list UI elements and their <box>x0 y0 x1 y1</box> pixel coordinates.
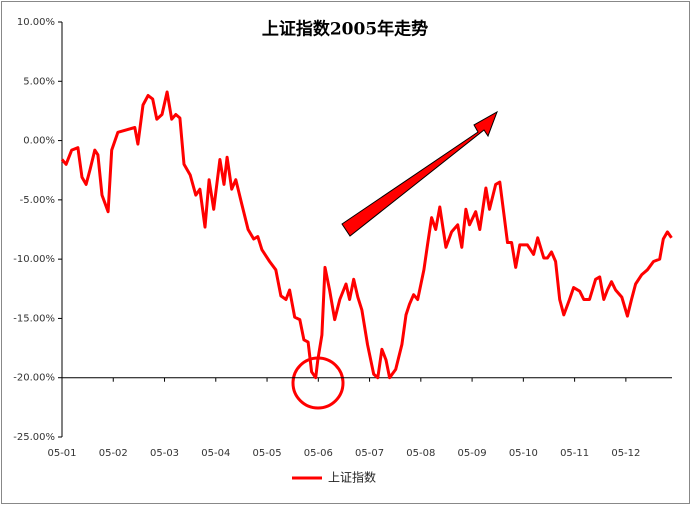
y-tick-label: -25.00% <box>13 432 55 443</box>
x-tick-label: 05-08 <box>406 448 435 459</box>
x-tick-label: 05-09 <box>458 448 487 459</box>
data-line <box>60 90 673 380</box>
y-tick-label: 5.00% <box>23 76 55 87</box>
x-tick-label: 05-10 <box>509 448 538 459</box>
chart-title: 上证指数2005年走势 <box>262 19 428 40</box>
y-tick-label: -20.00% <box>13 373 55 384</box>
x-tick-label: 05-02 <box>99 448 128 459</box>
y-tick-label: 10.00% <box>17 17 55 28</box>
y-tick-label: 0.00% <box>23 136 55 147</box>
x-tick-label: 05-05 <box>253 448 282 459</box>
trend-arrow <box>341 110 498 237</box>
x-tick-label: 05-07 <box>355 448 384 459</box>
x-tick-label: 05-01 <box>47 448 76 459</box>
y-tick-label: -5.00% <box>20 195 55 206</box>
y-tick-label: -10.00% <box>13 254 55 265</box>
x-tick-label: 05-12 <box>611 448 640 459</box>
legend-label: 上证指数 <box>328 470 376 485</box>
x-tick-label: 05-04 <box>201 448 230 459</box>
x-tick-label: 05-06 <box>304 448 333 459</box>
x-tick-label: 05-11 <box>560 448 589 459</box>
x-tick-label: 05-03 <box>150 448 179 459</box>
y-tick-label: -15.00% <box>13 313 55 324</box>
